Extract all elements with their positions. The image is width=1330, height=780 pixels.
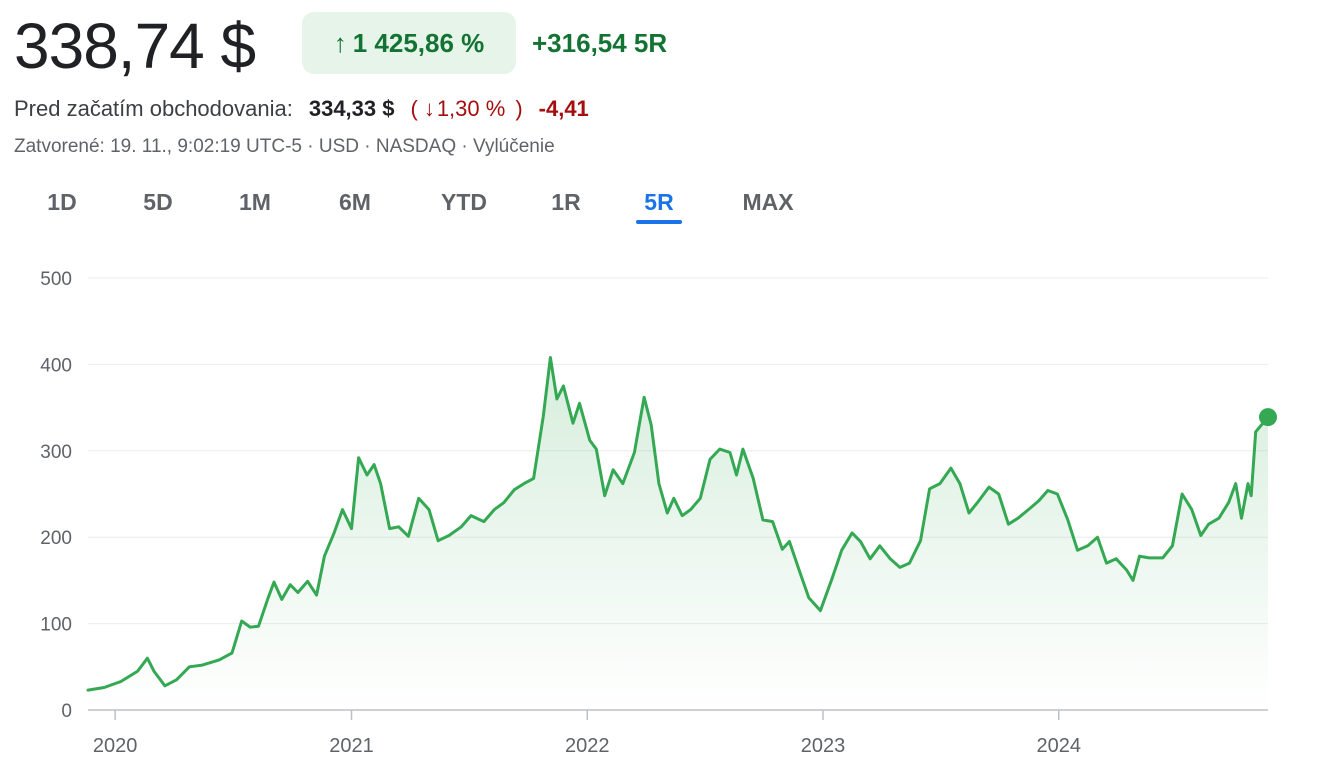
- range-tab-1m[interactable]: 1M: [239, 189, 271, 215]
- range-tab-6m[interactable]: 6M: [339, 189, 371, 215]
- x-axis-labels: 2020 2021 2022 2023 2024: [93, 735, 1081, 757]
- range-tab-1r[interactable]: 1R: [551, 189, 581, 215]
- change-percent-badge: ↑ 1 425,86 %: [302, 12, 516, 74]
- premarket-change-absolute: -4,41: [538, 96, 589, 121]
- range-tab-ytd[interactable]: YTD: [441, 189, 487, 215]
- y-axis: 0 100 200 300 400 500: [40, 269, 72, 722]
- y-tick-label: 0: [61, 701, 72, 722]
- price-chart[interactable]: 0 100 200 300 400 500 2020 2021 2022 2023 2024: [0, 240, 1330, 780]
- arrow-down-icon: ↓: [423, 96, 435, 121]
- x-tick-label: 2023: [801, 735, 846, 757]
- y-tick-label: 300: [40, 442, 72, 463]
- market-status-line: Zatvorené: 19. 11., 9:02:19 UTC-5 · USD …: [14, 136, 555, 157]
- range-tab-1d[interactable]: 1D: [47, 189, 77, 215]
- area-fill: [88, 357, 1268, 710]
- range-tab-max[interactable]: MAX: [742, 189, 794, 215]
- premarket-percent-value: 1,30 %: [436, 96, 506, 121]
- range-tab-5d[interactable]: 5D: [143, 189, 173, 215]
- premarket-label: Pred začatím obchodovania:: [14, 96, 293, 121]
- price-line: [86, 356, 1270, 692]
- change-absolute: +316,54 5R: [532, 28, 668, 58]
- arrow-up-icon: ↑: [333, 27, 347, 58]
- range-tab-5r[interactable]: 5R: [636, 178, 682, 228]
- open-paren: (: [410, 96, 418, 121]
- x-tick-label: 2022: [565, 735, 610, 757]
- y-tick-label: 400: [40, 355, 72, 376]
- premarket-price: 334,33 $: [308, 96, 395, 121]
- premarket-row: Pred začatím obchodovania: 334,33 $ (↓1,…: [14, 94, 589, 124]
- change-percent-value: 1 425,86 %: [352, 27, 485, 58]
- current-price: 338,74 $: [14, 10, 256, 82]
- current-price-marker[interactable]: [1259, 408, 1277, 427]
- y-tick-label: 500: [40, 269, 72, 290]
- x-axis: [88, 709, 1268, 720]
- range-selector: 1D 5D 1M 6M YTD 1R 5R MAX: [0, 178, 900, 228]
- close-paren: ): [515, 96, 523, 121]
- x-tick-label: 2024: [1036, 735, 1081, 757]
- x-tick-label: 2021: [329, 735, 374, 757]
- y-tick-label: 100: [40, 615, 72, 636]
- premarket-change-percent: (↓1,30 %): [410, 96, 522, 122]
- y-tick-label: 200: [40, 528, 72, 549]
- price-area: [86, 356, 1277, 710]
- x-tick-label: 2020: [93, 735, 138, 757]
